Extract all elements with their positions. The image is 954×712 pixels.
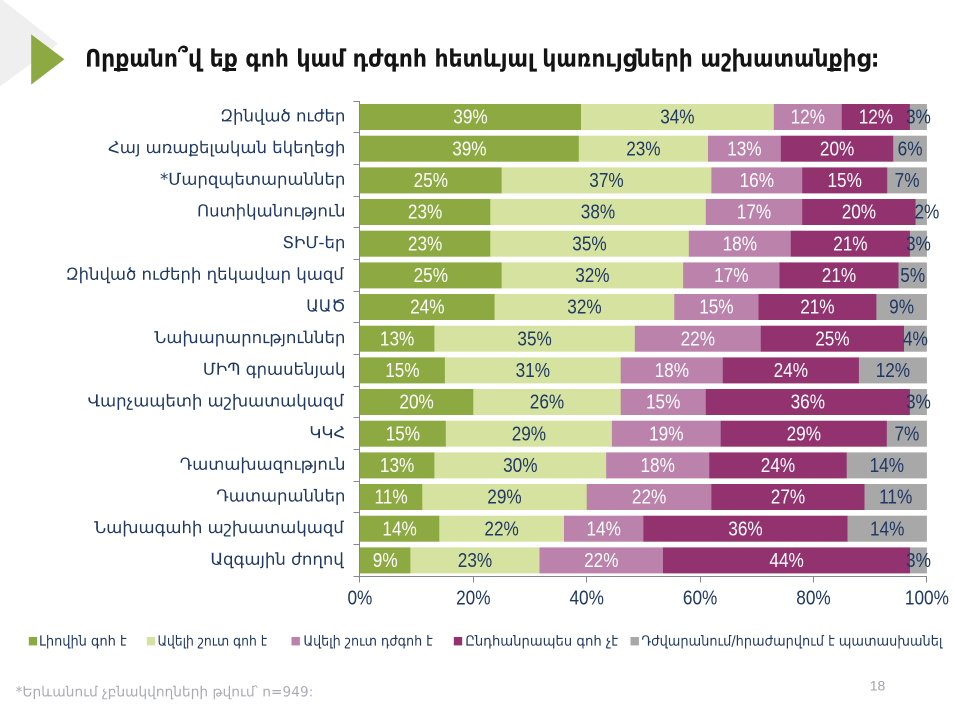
svg-text:3%: 3% [906,107,931,129]
svg-text:20%: 20% [842,202,877,224]
svg-text:11%: 11% [879,487,912,509]
svg-text:13%: 13% [727,138,762,160]
svg-text:40%: 40% [570,588,605,610]
svg-text:29%: 29% [512,423,547,445]
svg-text:30%: 30% [503,455,538,477]
svg-text:35%: 35% [517,328,552,350]
svg-text:24%: 24% [410,297,445,319]
svg-text:22%: 22% [584,550,619,572]
svg-text:31%: 31% [516,360,551,382]
svg-text:0%: 0% [347,588,372,610]
svg-text:35%: 35% [572,233,607,255]
svg-text:5%: 5% [900,265,925,287]
svg-text:16%: 16% [740,170,775,192]
svg-text:9%: 9% [889,297,914,319]
svg-text:21%: 21% [833,233,868,255]
svg-text:29%: 29% [487,487,522,509]
svg-text:12%: 12% [791,107,826,129]
svg-text:17%: 17% [714,265,749,287]
svg-text:11%: 11% [375,487,408,509]
svg-text:20%: 20% [820,138,855,160]
svg-text:39%: 39% [452,138,487,160]
svg-text:9%: 9% [373,550,398,572]
svg-text:36%: 36% [791,392,826,414]
svg-text:19%: 19% [649,423,684,445]
svg-text:18%: 18% [723,233,758,255]
svg-text:14%: 14% [870,518,905,540]
svg-text:23%: 23% [408,202,443,224]
svg-text:60%: 60% [683,588,718,610]
svg-text:12%: 12% [859,107,894,129]
svg-text:3%: 3% [906,392,931,414]
svg-text:15%: 15% [385,360,420,382]
svg-text:15%: 15% [646,392,681,414]
svg-text:15%: 15% [699,297,734,319]
svg-text:23%: 23% [458,550,493,572]
svg-text:24%: 24% [761,455,796,477]
svg-text:36%: 36% [728,518,763,540]
svg-text:7%: 7% [894,423,919,445]
svg-text:18%: 18% [641,455,676,477]
svg-text:39%: 39% [453,107,488,129]
svg-text:3%: 3% [906,550,931,572]
svg-text:14%: 14% [870,455,905,477]
svg-text:15%: 15% [828,170,863,192]
svg-text:80%: 80% [796,588,831,610]
svg-text:22%: 22% [681,328,716,350]
svg-text:6%: 6% [898,138,923,160]
svg-text:27%: 27% [771,487,806,509]
svg-text:13%: 13% [380,328,415,350]
svg-text:3%: 3% [906,233,931,255]
svg-text:18: 18 [870,678,886,694]
svg-text:14%: 14% [587,518,622,540]
svg-text:44%: 44% [769,550,804,572]
svg-text:25%: 25% [414,265,449,287]
svg-text:22%: 22% [484,518,519,540]
svg-text:21%: 21% [822,265,857,287]
svg-text:22%: 22% [632,487,667,509]
svg-text:18%: 18% [655,360,690,382]
svg-text:24%: 24% [774,360,809,382]
svg-text:25%: 25% [815,328,850,350]
svg-text:13%: 13% [380,455,415,477]
svg-text:37%: 37% [589,170,624,192]
svg-text:7%: 7% [895,170,920,192]
svg-text:21%: 21% [800,297,835,319]
svg-text:23%: 23% [626,138,661,160]
svg-text:25%: 25% [414,170,449,192]
svg-text:100%: 100% [905,588,949,610]
svg-text:32%: 32% [567,297,602,319]
svg-text:26%: 26% [530,392,565,414]
svg-text:20%: 20% [456,588,491,610]
svg-text:12%: 12% [876,360,911,382]
svg-text:29%: 29% [787,423,822,445]
svg-text:23%: 23% [408,233,443,255]
svg-text:32%: 32% [575,265,610,287]
svg-text:20%: 20% [399,392,434,414]
svg-text:34%: 34% [660,107,695,129]
svg-text:14%: 14% [382,518,417,540]
svg-text:17%: 17% [737,202,772,224]
svg-text:4%: 4% [903,328,928,350]
svg-text:38%: 38% [581,202,616,224]
svg-text:15%: 15% [386,423,421,445]
svg-text:2%: 2% [914,202,939,224]
